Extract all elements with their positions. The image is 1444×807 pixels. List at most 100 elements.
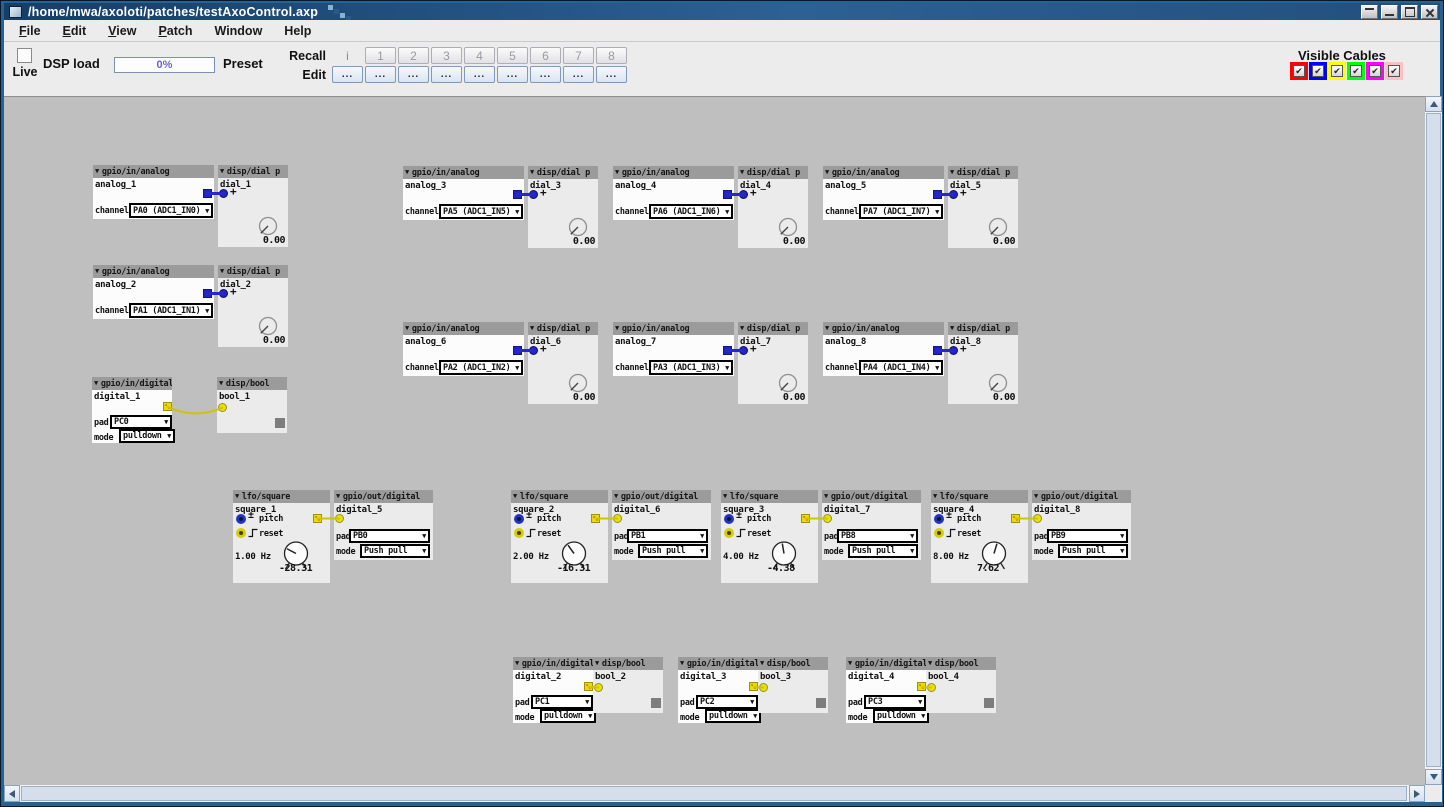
cable-visible-checkbox-1[interactable]: ✔ bbox=[1312, 65, 1324, 77]
node-titlebar[interactable]: ▼ gpio/in/analog bbox=[613, 322, 734, 335]
preset-recall-button-5[interactable]: 5 bbox=[497, 47, 528, 64]
horizontal-scrollbar-thumb[interactable] bbox=[21, 786, 1407, 801]
channel-dropdown[interactable]: PA2 (ADC1_IN2) ▼ bbox=[439, 360, 523, 375]
collapse-arrow-icon[interactable]: ▼ bbox=[95, 267, 99, 275]
menu-view[interactable]: View bbox=[108, 23, 137, 38]
collapse-arrow-icon[interactable]: ▼ bbox=[1034, 492, 1038, 500]
node-disp-bool-bool_1[interactable]: ▼ disp/bool bool_1 bbox=[217, 377, 287, 433]
inlet-digital-value[interactable] bbox=[335, 514, 344, 523]
outlet-digital-value[interactable] bbox=[917, 682, 926, 691]
inlet-reset[interactable] bbox=[514, 528, 524, 538]
preset-edit-button-5[interactable]: ... bbox=[497, 66, 528, 83]
channel-dropdown[interactable]: PA5 (ADC1_IN5) ▼ bbox=[439, 204, 523, 219]
node-titlebar[interactable]: ▼ disp/bool bbox=[593, 657, 663, 670]
titlebar[interactable]: /home/mwa/axoloti/patches/testAxoControl… bbox=[4, 3, 1440, 21]
pad-dropdown[interactable]: PC2 ▼ bbox=[696, 695, 758, 709]
node-titlebar[interactable]: ▼ disp/dial p bbox=[738, 322, 808, 335]
vertical-scrollbar-thumb[interactable] bbox=[1426, 113, 1441, 767]
node-gpio-in-analog-analog_3[interactable]: ▼ gpio/in/analog analog_3 channel PA5 (ADC1_… bbox=[403, 166, 524, 220]
inlet-bool-value[interactable] bbox=[759, 683, 768, 692]
node-titlebar[interactable]: ▼ gpio/in/analog bbox=[403, 166, 524, 179]
collapse-arrow-icon[interactable]: ▼ bbox=[933, 492, 937, 500]
pad-dropdown[interactable]: PC1 ▼ bbox=[531, 695, 593, 709]
inlet-pitch[interactable] bbox=[724, 514, 734, 524]
outlet-digital-value[interactable] bbox=[749, 682, 758, 691]
node-disp-dial-dial_3[interactable]: ▼ disp/dial p dial_3 +0.00 bbox=[528, 166, 598, 248]
outlet-analog-value[interactable] bbox=[203, 289, 212, 298]
scroll-left-button[interactable] bbox=[4, 785, 20, 802]
collapse-arrow-icon[interactable]: ▼ bbox=[95, 167, 99, 175]
cable-visible-checkbox-4[interactable]: ✔ bbox=[1369, 65, 1381, 77]
collapse-arrow-icon[interactable]: ▼ bbox=[219, 379, 223, 387]
channel-dropdown[interactable]: PA6 (ADC1_IN6) ▼ bbox=[649, 204, 733, 219]
node-lfo-square-square_4[interactable]: ▼ lfo/square square_4 ± pitch reset 8.00 Hz 7.6… bbox=[931, 490, 1028, 583]
mode-dropdown[interactable]: pulldown ▼ bbox=[873, 709, 929, 723]
preset-recall-button-7[interactable]: 7 bbox=[563, 47, 594, 64]
channel-dropdown[interactable]: PA4 (ADC1_IN4) ▼ bbox=[859, 360, 943, 375]
frequency-knob[interactable] bbox=[979, 540, 1009, 572]
node-disp-dial-dial_6[interactable]: ▼ disp/dial p dial_6 +0.00 bbox=[528, 322, 598, 404]
inlet-dial-value[interactable] bbox=[739, 346, 748, 355]
preset-recall-button-8[interactable]: 8 bbox=[596, 47, 627, 64]
preset-recall-button-4[interactable]: 4 bbox=[464, 47, 495, 64]
node-titlebar[interactable]: ▼ gpio/in/digital bbox=[678, 657, 758, 670]
dial-knob[interactable] bbox=[566, 372, 590, 396]
node-titlebar[interactable]: ▼ gpio/in/digital bbox=[513, 657, 593, 670]
inlet-bool-value[interactable] bbox=[594, 683, 603, 692]
node-gpio-in-analog-analog_7[interactable]: ▼ gpio/in/analog analog_7 channel PA3 (ADC1_… bbox=[613, 322, 734, 376]
menu-window[interactable]: Window bbox=[214, 23, 263, 38]
cable-visible-checkbox-2[interactable]: ✔ bbox=[1331, 65, 1343, 77]
collapse-arrow-icon[interactable]: ▼ bbox=[615, 324, 619, 332]
window-menu-icon[interactable] bbox=[9, 5, 22, 18]
pad-dropdown[interactable]: PB0 ▼ bbox=[349, 529, 430, 543]
frequency-knob[interactable] bbox=[559, 540, 589, 572]
preset-recall-button-3[interactable]: 3 bbox=[431, 47, 462, 64]
node-titlebar[interactable]: ▼ disp/bool bbox=[926, 657, 996, 670]
node-lfo-square-square_1[interactable]: ▼ lfo/square square_1 ± pitch reset 1.00 Hz -28… bbox=[233, 490, 330, 583]
node-titlebar[interactable]: ▼ gpio/in/analog bbox=[613, 166, 734, 179]
node-disp-bool-bool_2[interactable]: ▼ disp/bool bool_2 bbox=[593, 657, 663, 713]
node-lfo-square-square_3[interactable]: ▼ lfo/square square_3 ± pitch reset 4.00 Hz -4.… bbox=[721, 490, 818, 583]
close-button[interactable] bbox=[1421, 4, 1438, 19]
dial-knob[interactable] bbox=[566, 216, 590, 240]
maximize-button[interactable] bbox=[1401, 4, 1418, 19]
frequency-knob[interactable] bbox=[769, 540, 799, 572]
collapse-arrow-icon[interactable]: ▼ bbox=[680, 659, 684, 667]
mode-dropdown[interactable]: pulldown ▼ bbox=[705, 709, 761, 723]
pad-dropdown[interactable]: PC3 ▼ bbox=[864, 695, 926, 709]
inlet-digital-value[interactable] bbox=[823, 514, 832, 523]
inlet-reset[interactable] bbox=[724, 528, 734, 538]
node-gpio-in-analog-analog_2[interactable]: ▼ gpio/in/analog analog_2 channel PA1 (ADC1_… bbox=[93, 265, 214, 319]
collapse-arrow-icon[interactable]: ▼ bbox=[614, 492, 618, 500]
pad-dropdown[interactable]: PB9 ▼ bbox=[1047, 529, 1128, 543]
mode-dropdown[interactable]: Push pull ▼ bbox=[360, 544, 430, 558]
collapse-arrow-icon[interactable]: ▼ bbox=[950, 168, 954, 176]
collapse-arrow-icon[interactable]: ▼ bbox=[530, 324, 534, 332]
collapse-arrow-icon[interactable]: ▼ bbox=[950, 324, 954, 332]
node-disp-dial-dial_5[interactable]: ▼ disp/dial p dial_5 +0.00 bbox=[948, 166, 1018, 248]
dial-knob[interactable] bbox=[256, 215, 280, 239]
dial-knob[interactable] bbox=[986, 372, 1010, 396]
collapse-arrow-icon[interactable]: ▼ bbox=[515, 659, 519, 667]
node-gpio-out-digital-digital_6[interactable]: ▼ gpio/out/digital digital_6 pad PB1 ▼ mode Pus… bbox=[612, 490, 711, 560]
node-disp-dial-dial_2[interactable]: ▼ disp/dial p dial_2 +0.00 bbox=[218, 265, 288, 347]
node-titlebar[interactable]: ▼ disp/dial p bbox=[948, 166, 1018, 179]
preset-edit-button-i[interactable]: ... bbox=[332, 66, 363, 83]
node-titlebar[interactable]: ▼ gpio/in/digital bbox=[92, 377, 172, 390]
dial-knob[interactable] bbox=[986, 216, 1010, 240]
preset-recall-button-6[interactable]: 6 bbox=[530, 47, 561, 64]
menu-edit[interactable]: Edit bbox=[62, 23, 87, 38]
preset-edit-button-8[interactable]: ... bbox=[596, 66, 627, 83]
frequency-knob[interactable] bbox=[281, 540, 311, 572]
preset-info-button[interactable]: i bbox=[346, 48, 349, 63]
menu-help[interactable]: Help bbox=[284, 23, 312, 38]
node-gpio-in-analog-analog_4[interactable]: ▼ gpio/in/analog analog_4 channel PA6 (ADC1_… bbox=[613, 166, 734, 220]
node-disp-dial-dial_4[interactable]: ▼ disp/dial p dial_4 +0.00 bbox=[738, 166, 808, 248]
collapse-arrow-icon[interactable]: ▼ bbox=[235, 492, 239, 500]
node-gpio-in-digital-digital_1[interactable]: ▼ gpio/in/digital digital_1 pad PC0 ▼ mode pull… bbox=[92, 377, 175, 443]
outlet-digital-value[interactable] bbox=[163, 402, 172, 411]
node-titlebar[interactable]: ▼ disp/dial p bbox=[738, 166, 808, 179]
node-titlebar[interactable]: ▼ lfo/square bbox=[931, 490, 1028, 503]
node-lfo-square-square_2[interactable]: ▼ lfo/square square_2 ± pitch reset 2.00 Hz -16… bbox=[511, 490, 608, 583]
outlet-square-wave[interactable] bbox=[591, 514, 600, 523]
